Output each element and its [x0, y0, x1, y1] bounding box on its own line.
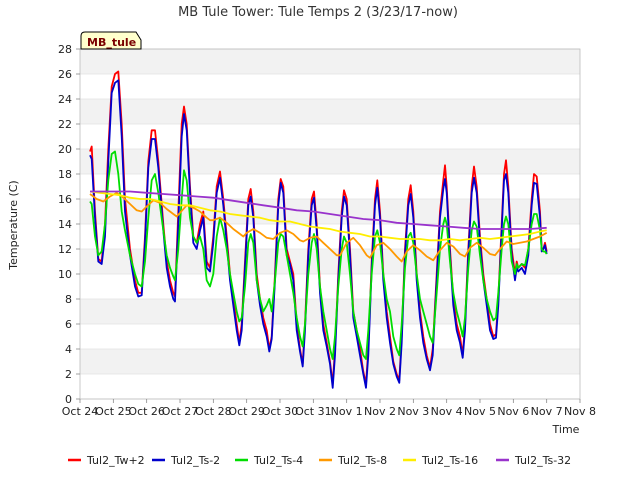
- x-tick-label: Nov 4: [431, 405, 463, 418]
- x-tick-label: Nov 3: [397, 405, 429, 418]
- legend-label: Tul2_Ts-4: [253, 454, 303, 467]
- x-tick-label: Oct 27: [162, 405, 199, 418]
- legend-label: Tul2_Ts-32: [514, 454, 571, 467]
- y-tick-label: 14: [58, 218, 72, 231]
- x-tick-label: Oct 24: [62, 405, 99, 418]
- series-line-tul2-ts-16: [89, 190, 547, 242]
- x-tick-label: Oct 31: [295, 405, 332, 418]
- legend: Tul2_Tw+2 Tul2_Ts-2 Tul2_Ts-4 Tul2_Ts-8 Tul2…: [68, 454, 571, 467]
- x-tick-label: Oct 29: [228, 405, 265, 418]
- y-tick-label: 24: [58, 93, 72, 106]
- y-tick-label: 22: [58, 118, 72, 131]
- y-tick-label: 0: [65, 393, 72, 406]
- y-axis-label: Temperature (C): [7, 180, 20, 270]
- badge-label: MB_tule: [87, 36, 136, 49]
- y-tick-label: 6: [65, 318, 72, 331]
- series-line-tul2-ts-2: [89, 79, 548, 389]
- y-tick-label: 8: [65, 293, 72, 306]
- y-tick-label: 18: [58, 168, 72, 181]
- series-line-tul2-ts-4: [89, 150, 548, 360]
- x-axis-label: Time: [552, 423, 580, 436]
- x-tick-label: Nov 1: [331, 405, 363, 418]
- y-tick-label: 12: [58, 243, 72, 256]
- x-tick-label: Nov 8: [564, 405, 596, 418]
- y-tick-label: 26: [58, 68, 72, 81]
- x-tick-label: Oct 28: [195, 405, 232, 418]
- x-tick-label: Nov 5: [464, 405, 496, 418]
- y-tick-label: 28: [58, 43, 72, 56]
- band: [80, 74, 580, 99]
- y-tick-label: 20: [58, 143, 72, 156]
- series-line-tul2-ts-8: [89, 191, 548, 263]
- y-tick-label: 10: [58, 268, 72, 281]
- legend-label: Tul2_Ts-16: [421, 454, 478, 467]
- y-tick-label: 4: [65, 343, 72, 356]
- y-tick-label: 2: [65, 368, 72, 381]
- legend-label: Tul2_Tw+2: [86, 454, 145, 467]
- x-tick-label: Oct 30: [262, 405, 299, 418]
- legend-label: Tul2_Ts-8: [337, 454, 387, 467]
- series-line-tul2-ts-32: [90, 190, 547, 230]
- x-tick-label: Oct 25: [95, 405, 132, 418]
- x-tick-label: Nov 2: [364, 405, 396, 418]
- band: [80, 149, 580, 174]
- band: [80, 249, 580, 274]
- band: [80, 274, 580, 299]
- band: [80, 374, 580, 399]
- x-tick-label: Nov 6: [497, 405, 529, 418]
- band: [80, 99, 580, 124]
- station-badge: MB_tule: [80, 31, 142, 50]
- legend-label: Tul2_Ts-2: [170, 454, 220, 467]
- band: [80, 299, 580, 324]
- series-layer: [89, 70, 548, 389]
- y-tick-label: 16: [58, 193, 72, 206]
- badge-box: [80, 31, 142, 50]
- x-tick-label: Nov 7: [531, 405, 563, 418]
- chart-title: MB Tule Tower: Tule Temps 2 (3/23/17-now…: [178, 5, 458, 20]
- x-tick-label: Oct 26: [128, 405, 165, 418]
- band: [80, 49, 580, 74]
- band: [80, 124, 580, 149]
